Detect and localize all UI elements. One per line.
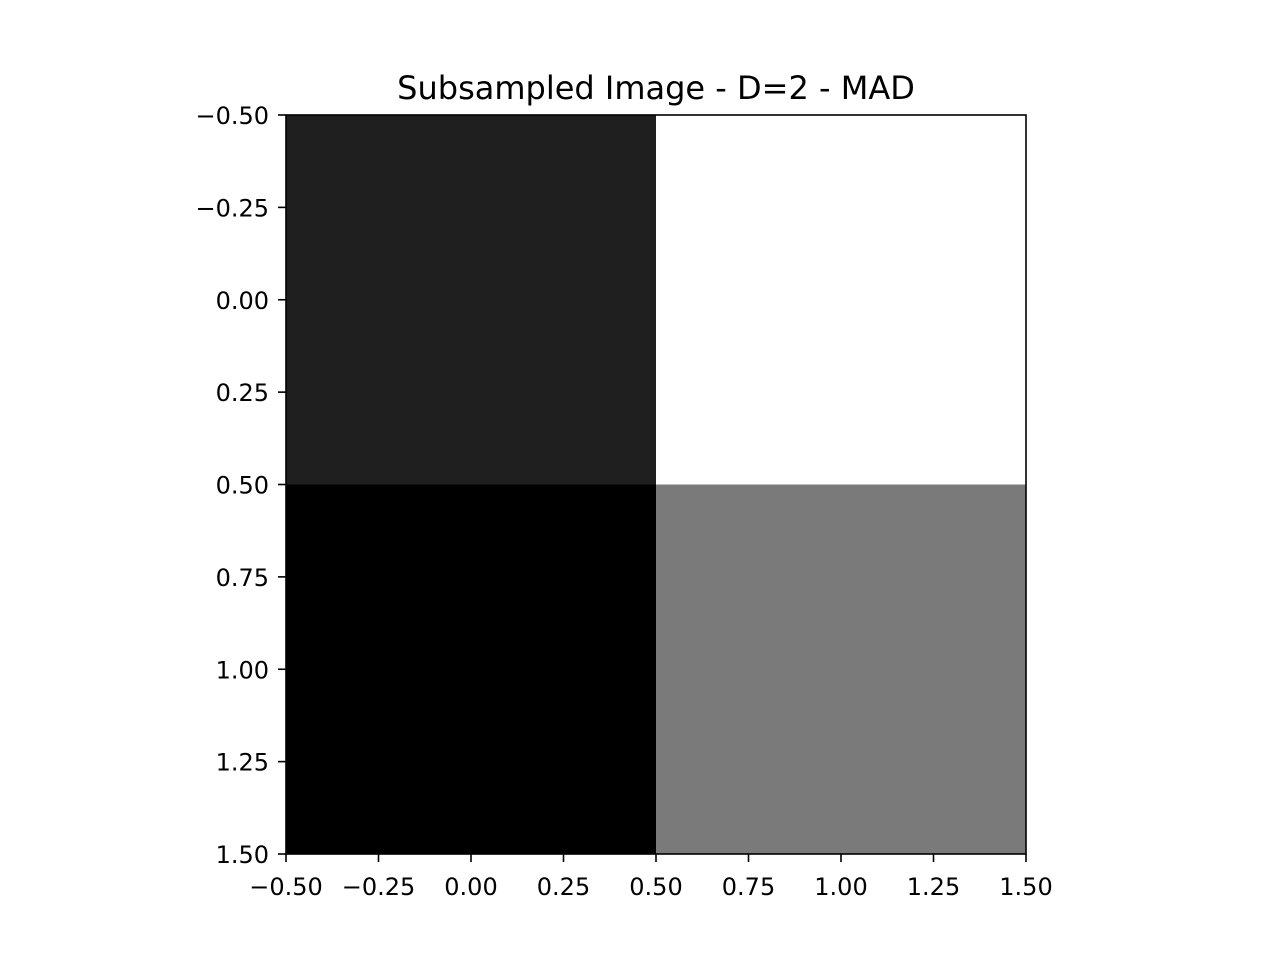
x-tick-label: 1.50 [999,873,1052,901]
x-tick-label: 0.75 [722,873,775,901]
x-tick-label: 1.00 [814,873,867,901]
x-tick-label: 0.00 [444,873,497,901]
heatmap-cell-r1-c0 [286,484,656,854]
chart-title: Subsampled Image - D=2 - MAD [397,69,915,107]
y-tick-label: 1.50 [216,841,269,869]
y-tick-label: 0.50 [216,472,269,500]
image-cells [286,115,1026,854]
x-tick-label: 0.25 [537,873,590,901]
y-tick-label: 0.00 [216,287,269,315]
x-axis: −0.50 −0.25 0.00 0.25 0.50 0.75 1.00 1.25 1.50 [249,854,1053,901]
y-tick-label: 0.25 [216,379,269,407]
x-tick-label: −0.25 [342,873,416,901]
y-tick-label: 1.25 [216,749,269,777]
y-tick-label: −0.50 [195,102,269,130]
y-tick-label: −0.25 [195,194,269,222]
heatmap-cell-r1-c1 [656,484,1026,854]
y-tick-label: 1.00 [216,656,269,684]
x-tick-label: 0.50 [629,873,682,901]
y-tick-label: 0.75 [216,564,269,592]
heatmap-cell-r0-c0 [286,115,656,485]
x-tick-label: −0.50 [249,873,323,901]
y-axis: −0.50 −0.25 0.00 0.25 0.50 0.75 1.00 1.25 1.50 [195,102,286,869]
heatmap-cell-r0-c1 [656,115,1026,485]
x-tick-label: 1.25 [907,873,960,901]
